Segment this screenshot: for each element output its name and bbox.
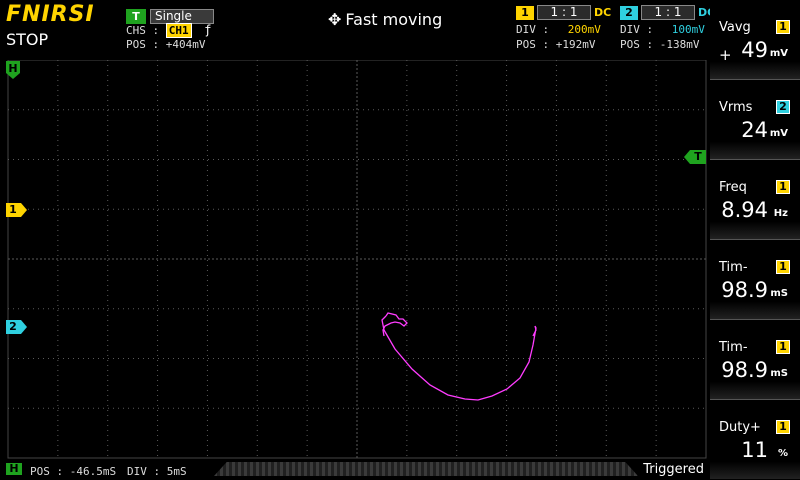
measurement-duty[interactable]: Duty+ 1 11 % (710, 400, 800, 479)
measurement-time-low-2[interactable]: Tim- 1 98.9 mS (710, 320, 800, 400)
channel-2-pos-value: -138mV (659, 38, 700, 51)
channel-1-div-label: DIV : (516, 23, 550, 36)
trigger-badge: T (126, 9, 146, 24)
channel-2-offset-marker-label: 2 (9, 320, 17, 333)
channel-1-div-value: 200mV (567, 23, 601, 36)
move-arrows-icon: ✥ (328, 10, 342, 29)
timebase-position[interactable]: POS : -46.5mS (30, 465, 116, 478)
measurement-source-badge: 1 (776, 340, 790, 354)
measurement-name: Freq (719, 180, 747, 195)
channel-2-probe-ratio[interactable]: 1 : 1 (641, 5, 695, 20)
measurement-name: Vrms (719, 100, 753, 115)
timebase-pos-value: -46.5mS (69, 465, 117, 478)
measurement-time-low-1[interactable]: Tim- 1 98.9 mS (710, 240, 800, 320)
trigger-pos-value: +404mV (165, 38, 206, 51)
timebase-badge: H (6, 463, 22, 475)
measurement-source-badge: 1 (776, 420, 790, 434)
measurement-vrms[interactable]: Vrms 2 24 mV (710, 80, 800, 160)
channel-2-div-label: DIV : (620, 23, 654, 36)
measurement-source-badge: 1 (776, 20, 790, 34)
measurement-sign: + (719, 46, 732, 64)
trigger-level-marker-label: T (694, 150, 702, 163)
measurement-unit: mS (770, 288, 788, 299)
brand-logo: FNIRSI (6, 2, 95, 27)
measurement-source-badge: 2 (776, 100, 790, 114)
channel-2-div-value: 100mV (671, 23, 705, 36)
measurement-unit: Hz (773, 208, 788, 219)
measurement-source-badge: 1 (776, 180, 790, 194)
channel-1-probe-ratio[interactable]: 1 : 1 (537, 5, 591, 20)
measurement-value: 98.9 (721, 278, 768, 302)
measurement-value: 24 (741, 118, 768, 142)
channel-1-badge: 1 (516, 6, 534, 20)
channel-1-pos-value: +192mV (555, 38, 596, 51)
channel-1-coupling[interactable]: DC (594, 6, 612, 19)
trigger-source-label: CHS : (126, 24, 160, 37)
horizontal-position-marker-label: H (8, 62, 18, 75)
trigger-pos-label: POS : (126, 38, 160, 51)
measurement-value: 11 (741, 438, 768, 462)
measurement-name: Tim- (719, 260, 748, 275)
measurement-value: 49 (741, 38, 768, 62)
timebase-bar: H POS : -46.5mS DIV : 5mS Triggered (0, 460, 710, 480)
measurement-source-badge: 1 (776, 260, 790, 274)
measurement-vavg[interactable]: Vavg 1 + 49 mV (710, 0, 800, 80)
trigger-status: Triggered (643, 462, 704, 477)
channel-1-offset-marker[interactable] (6, 203, 28, 217)
trigger-mode-select[interactable]: Single (150, 9, 214, 24)
waveform-trace (381, 315, 537, 401)
measurement-unit: % (777, 448, 788, 459)
timebase-div-value: 5mS (166, 465, 187, 478)
memory-position-scrollbar[interactable] (214, 462, 638, 476)
measurement-name: Duty+ (719, 420, 761, 435)
measurement-freq[interactable]: Freq 1 8.94 Hz (710, 160, 800, 240)
channel-1-pos-label: POS : (516, 38, 550, 51)
waveform-display[interactable] (0, 60, 710, 460)
waveform-trace-start (382, 312, 408, 337)
channel-2-pos-label: POS : (620, 38, 654, 51)
horizontal-position-marker[interactable] (5, 60, 21, 80)
trigger-level-marker[interactable] (684, 150, 706, 164)
channel-2-badge: 2 (620, 6, 638, 20)
measurement-unit: mV (769, 48, 788, 59)
control-mode-label: Fast moving (345, 10, 443, 29)
measurement-value: 8.94 (721, 198, 768, 222)
channel-2-offset-marker[interactable] (6, 320, 28, 334)
graticule-grid (8, 60, 706, 458)
measurement-name: Vavg (719, 20, 751, 35)
timebase-pos-label: POS : (30, 465, 64, 478)
run-stop-status[interactable]: STOP (6, 30, 49, 49)
timebase-div-label: DIV : (127, 465, 161, 478)
control-mode-status: ✥ Fast moving (328, 10, 442, 29)
measurement-unit: mV (769, 128, 788, 139)
measurement-name: Tim- (719, 340, 748, 355)
measurement-unit: mS (770, 368, 788, 379)
timebase-division[interactable]: DIV : 5mS (127, 465, 187, 478)
measurement-value: 98.9 (721, 358, 768, 382)
trigger-source-channel[interactable]: CH1 (165, 23, 192, 38)
rising-edge-icon[interactable]: ƒ (204, 23, 212, 37)
channel-1-offset-marker-label: 1 (9, 203, 17, 216)
measurement-panel: Vavg 1 + 49 mV Vrms 2 24 mV Freq 1 8.94 … (710, 0, 800, 480)
